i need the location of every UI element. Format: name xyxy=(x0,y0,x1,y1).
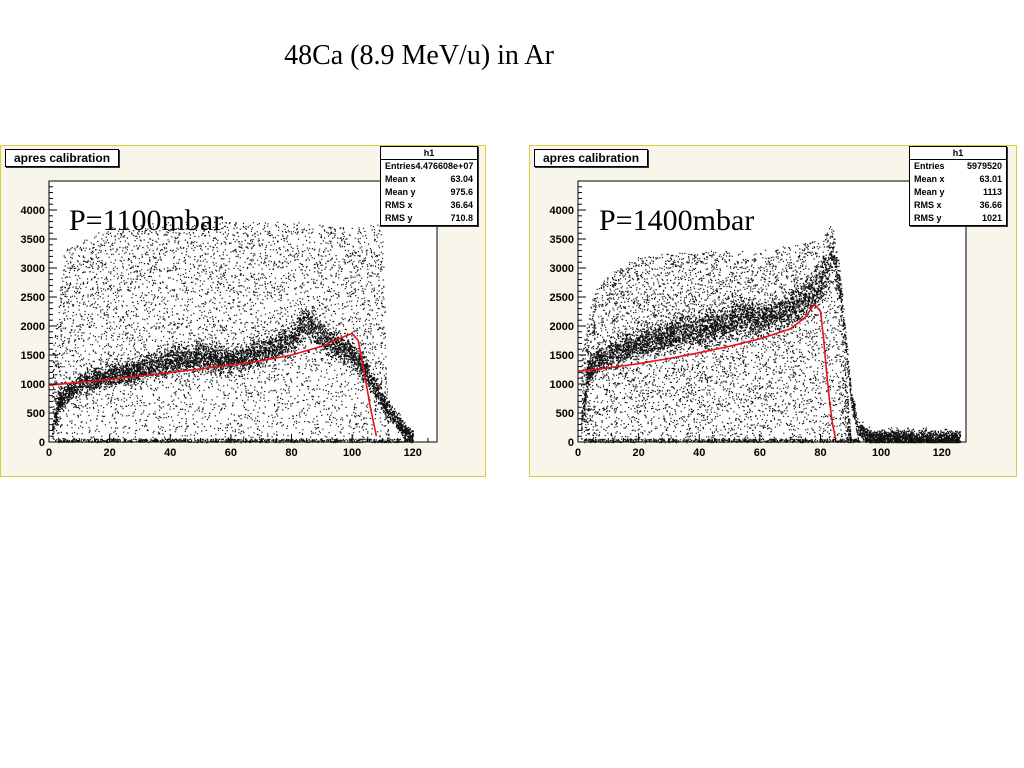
stats-box: h1 Entries 4.476608e+07 Mean x 63.04 Mean … xyxy=(380,146,478,226)
x-tick-label: 120 xyxy=(404,447,422,459)
stats-value: 36.64 xyxy=(450,200,473,210)
stats-value: 4.476608e+07 xyxy=(415,161,474,171)
histogram-panel-right: 0 20 40 60 80 100 120 0 500 1000 1500 2000 2500 3000 3… xyxy=(529,145,1017,477)
stats-label: RMS x xyxy=(385,200,413,210)
y-tick-label: 2500 xyxy=(21,292,45,304)
pressure-label: P=1400mbar xyxy=(599,204,755,237)
y-tick-label: 1000 xyxy=(550,379,574,391)
x-tick-label: 40 xyxy=(693,447,705,459)
stats-row: RMS y 710.8 xyxy=(381,212,477,225)
stats-value: 975.6 xyxy=(450,187,473,197)
stats-value: 5979520 xyxy=(966,161,1002,171)
y-tick-label: 1500 xyxy=(21,350,45,362)
x-tick-label: 80 xyxy=(285,447,297,459)
stats-value: 63.04 xyxy=(450,174,473,184)
stats-label: Mean x xyxy=(914,174,945,184)
stats-row: Mean x 63.04 xyxy=(381,173,477,186)
stats-box: h1 Entries 5979520 Mean x 63.01 Mean y 1113… xyxy=(909,146,1007,226)
histogram-title: apres calibration xyxy=(5,149,120,167)
scatter-points xyxy=(581,226,962,444)
stats-row: Mean y 1113 xyxy=(910,186,1006,199)
y-tick-label: 0 xyxy=(39,437,45,449)
stats-row: RMS y 1021 xyxy=(910,212,1006,225)
x-tick-label: 100 xyxy=(343,447,361,459)
y-tick-label: 2500 xyxy=(550,292,574,304)
stats-box-title: h1 xyxy=(381,147,477,160)
stats-label: Entries xyxy=(914,161,945,171)
x-tick-label: 20 xyxy=(104,447,116,459)
y-tick-label: 2000 xyxy=(21,321,45,333)
stats-row: RMS x 36.66 xyxy=(910,199,1006,212)
x-tick-label: 20 xyxy=(633,447,645,459)
y-tick-label: 500 xyxy=(27,408,45,420)
stats-row: Mean y 975.6 xyxy=(381,186,477,199)
stats-label: Entries xyxy=(385,161,416,171)
y-tick-label: 3500 xyxy=(550,234,574,246)
stats-value: 1021 xyxy=(981,213,1002,223)
x-tick-label: 0 xyxy=(575,447,581,459)
y-tick-label: 500 xyxy=(556,408,574,420)
x-tick-label: 60 xyxy=(225,447,237,459)
stats-row: Entries 4.476608e+07 xyxy=(381,160,477,173)
y-tick-label: 3000 xyxy=(21,263,45,275)
y-tick-label: 4000 xyxy=(21,205,45,217)
x-tick-label: 120 xyxy=(933,447,951,459)
y-tick-label: 0 xyxy=(568,437,574,449)
histogram-title: apres calibration xyxy=(534,149,649,167)
y-tick-label: 2000 xyxy=(550,321,574,333)
x-tick-label: 40 xyxy=(164,447,176,459)
stats-row: Mean x 63.01 xyxy=(910,173,1006,186)
stats-row: Entries 5979520 xyxy=(910,160,1006,173)
stats-label: RMS y xyxy=(914,213,942,223)
histogram-panel-left: 0 20 40 60 80 100 120 0 500 1000 1500 2000 2500 3000 3… xyxy=(0,145,486,477)
stats-row: RMS x 36.64 xyxy=(381,199,477,212)
histogram-canvas-left: 0 20 40 60 80 100 120 0 500 1000 1500 2000 2500 3000 3… xyxy=(21,180,438,459)
stats-label: RMS x xyxy=(914,200,942,210)
stats-value: 1113 xyxy=(982,187,1002,197)
fit-curve xyxy=(577,302,837,440)
slide-title: 48Ca (8.9 MeV/u) in Ar xyxy=(284,40,554,71)
y-tick-label: 3000 xyxy=(550,263,574,275)
stats-value: 710.8 xyxy=(450,213,473,223)
x-tick-label: 80 xyxy=(814,447,826,459)
stats-value: 63.01 xyxy=(979,174,1002,184)
stats-label: Mean x xyxy=(385,174,416,184)
y-tick-label: 1500 xyxy=(550,350,574,362)
y-tick-label: 4000 xyxy=(550,205,574,217)
y-tick-label: 1000 xyxy=(21,379,45,391)
x-tick-label: 0 xyxy=(46,447,52,459)
pressure-label: P=1100mbar xyxy=(69,204,224,237)
y-tick-label: 3500 xyxy=(21,234,45,246)
stats-box-title: h1 xyxy=(910,147,1006,160)
stats-label: RMS y xyxy=(385,213,413,223)
stats-label: Mean y xyxy=(914,187,945,197)
x-tick-label: 100 xyxy=(872,447,890,459)
stats-value: 36.66 xyxy=(979,200,1002,210)
fit-curve xyxy=(48,332,378,437)
stats-label: Mean y xyxy=(385,187,416,197)
x-tick-label: 60 xyxy=(754,447,766,459)
plot-frame xyxy=(48,180,438,443)
histogram-canvas-right: 0 20 40 60 80 100 120 0 500 1000 1500 2000 2500 3000 3… xyxy=(550,180,967,459)
